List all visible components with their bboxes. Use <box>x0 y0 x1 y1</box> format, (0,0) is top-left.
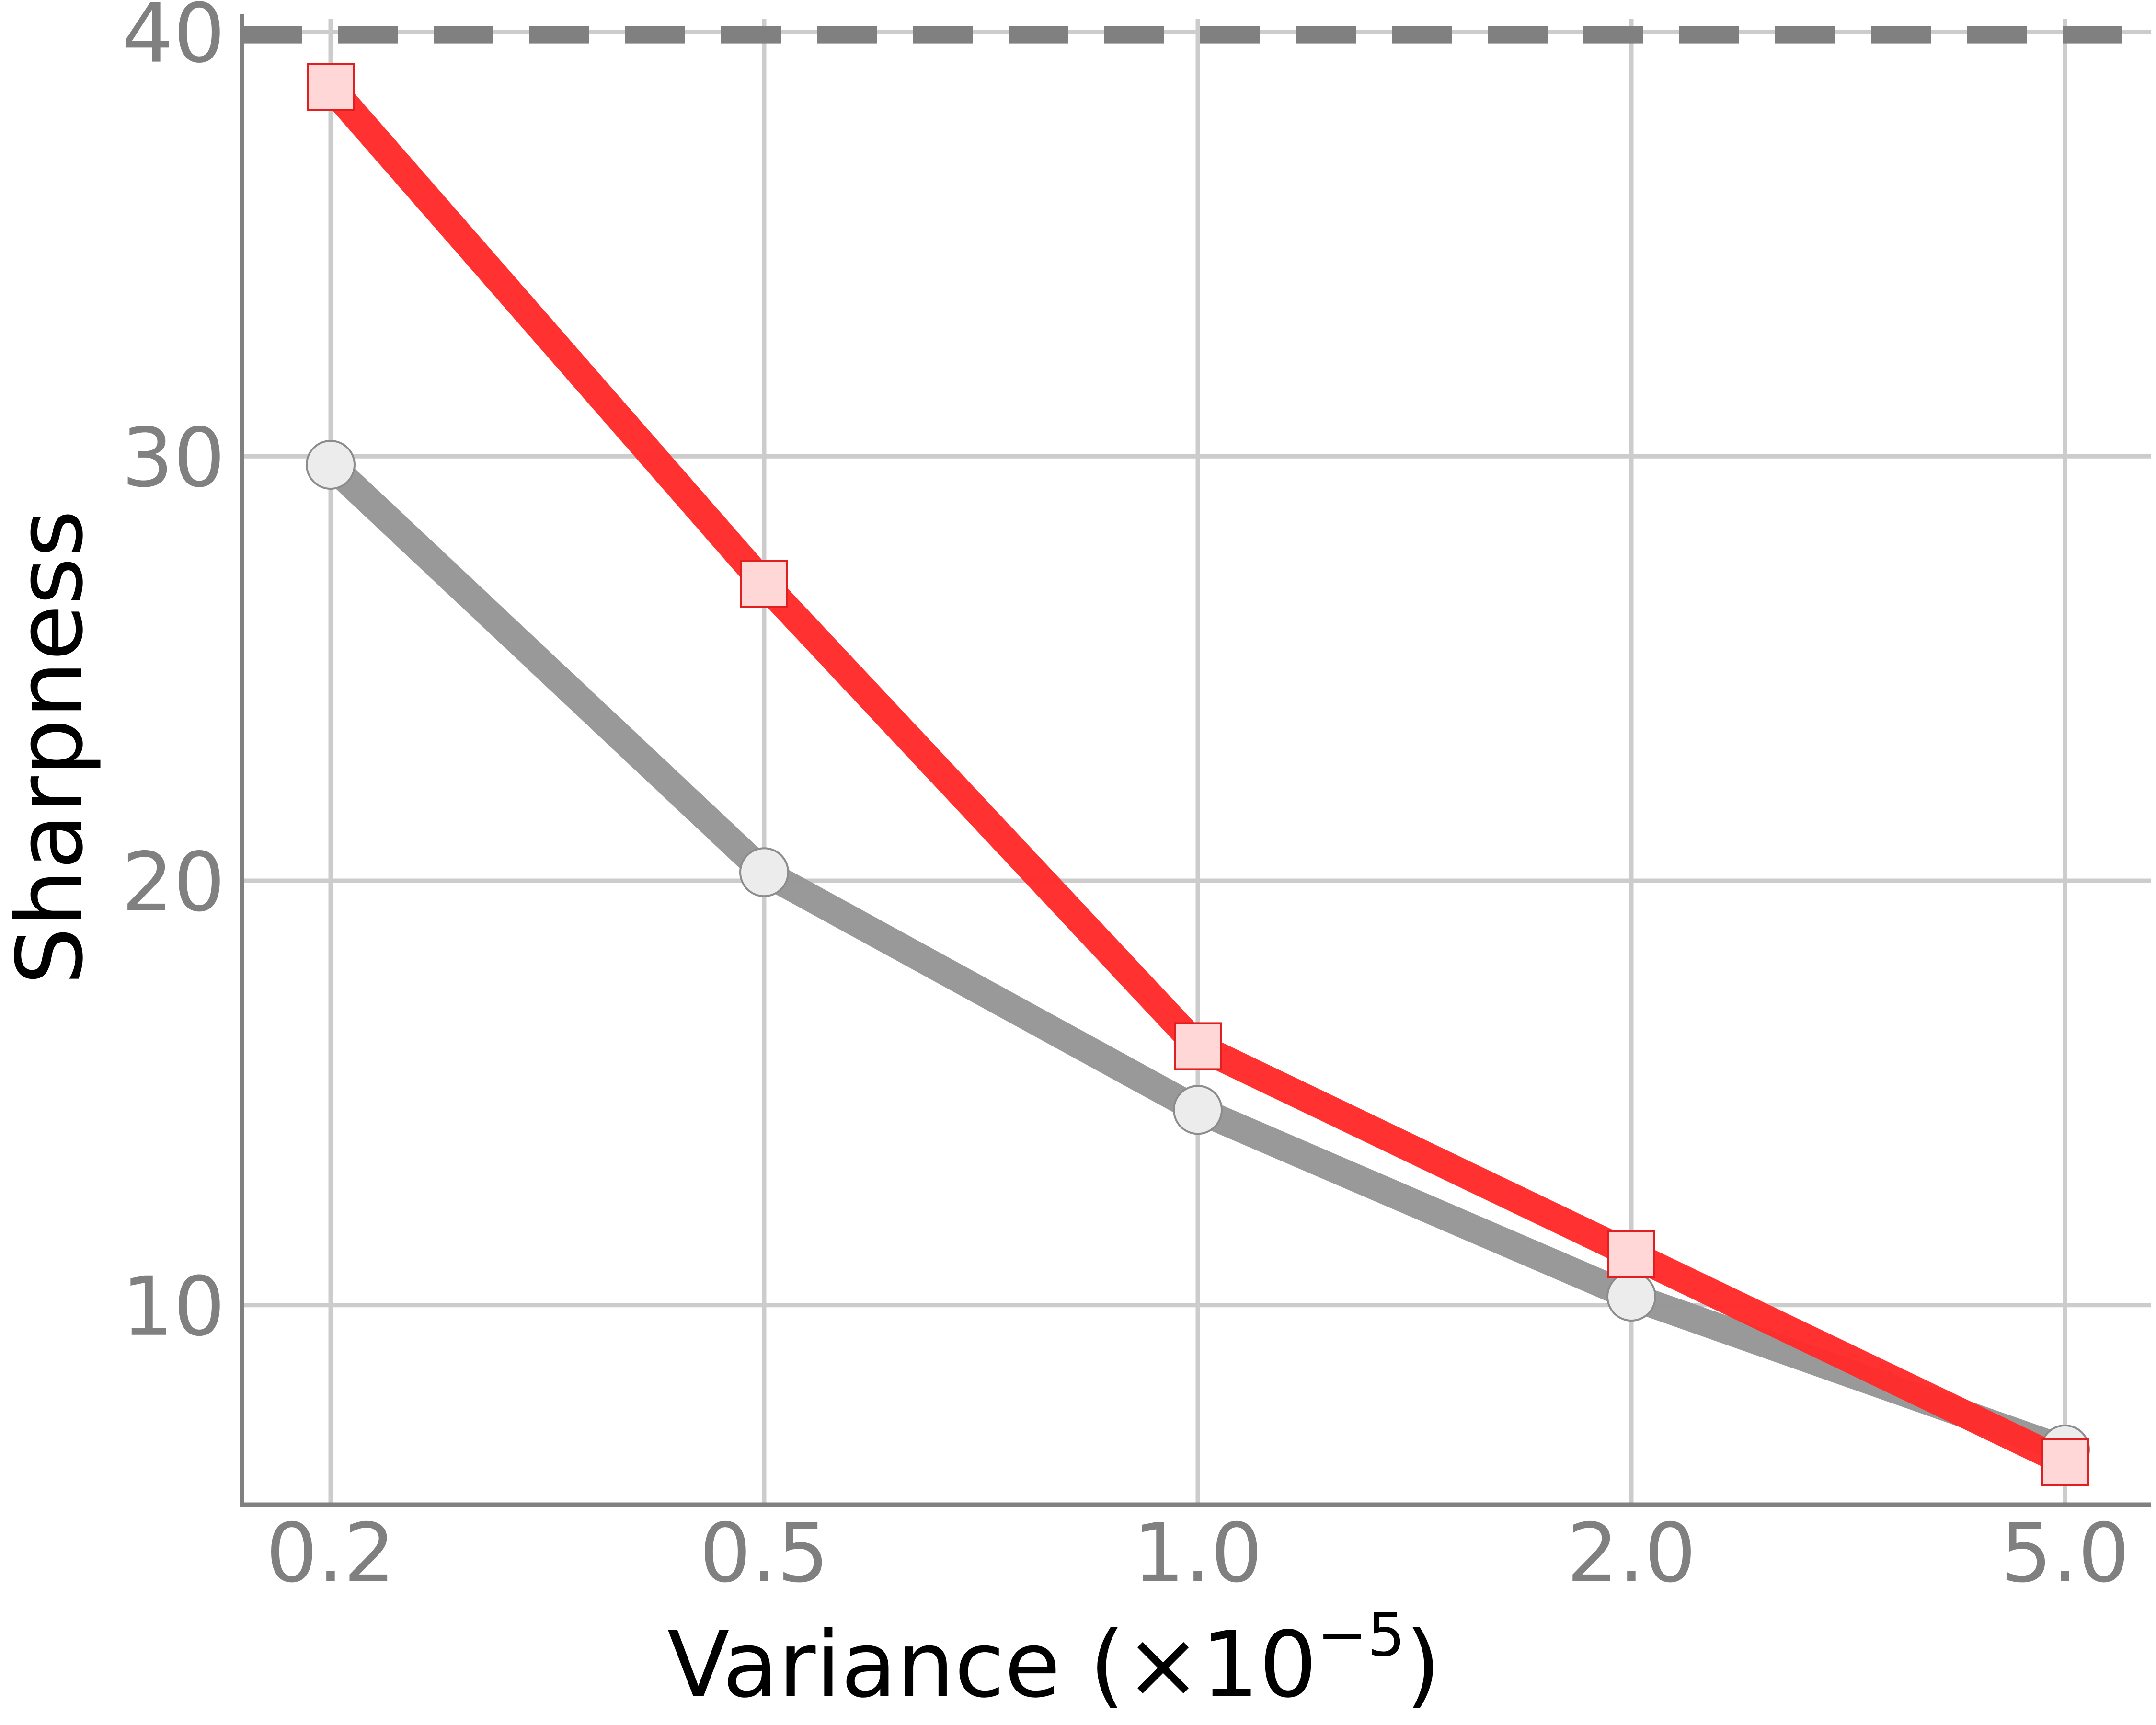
series-1-point-3 <box>1607 1230 1655 1278</box>
y-tick-label-2: 30 <box>122 411 225 506</box>
x-axis-label-exponent: −5 <box>1317 1600 1405 1670</box>
series-group <box>306 63 2090 1486</box>
y-tick-label-0: 10 <box>122 1260 225 1355</box>
x-tick-label-2: 1.0 <box>1133 1506 1262 1601</box>
series-1-point-2 <box>1174 1022 1222 1070</box>
tick-labels: 0.2 0.5 1.0 2.0 5.0 10 20 30 40 <box>122 0 2130 1601</box>
y-tick-label-3: 40 <box>122 0 225 81</box>
series-1-point-4 <box>2041 1438 2089 1486</box>
y-tick-label-1: 20 <box>122 835 225 930</box>
series-0-point-0 <box>306 440 356 490</box>
series-0-point-3 <box>1606 1272 1656 1322</box>
series-1-point-0 <box>307 63 355 111</box>
x-tick-label-3: 2.0 <box>1567 1506 1696 1601</box>
series-0-point-1 <box>739 847 789 897</box>
x-axis-label: Variance (×10−5) <box>667 1600 1441 1718</box>
x-axis-label-close: ) <box>1405 1612 1441 1718</box>
y-axis-label: Sharpness <box>0 510 103 985</box>
x-tick-label-1: 0.5 <box>700 1506 829 1601</box>
series-0-point-2 <box>1173 1085 1223 1135</box>
series-1-point-1 <box>740 560 788 608</box>
grid <box>242 19 2151 1505</box>
x-tick-label-0: 0.2 <box>266 1506 395 1601</box>
x-tick-label-4: 5.0 <box>2000 1506 2130 1601</box>
axes <box>240 14 2151 1507</box>
